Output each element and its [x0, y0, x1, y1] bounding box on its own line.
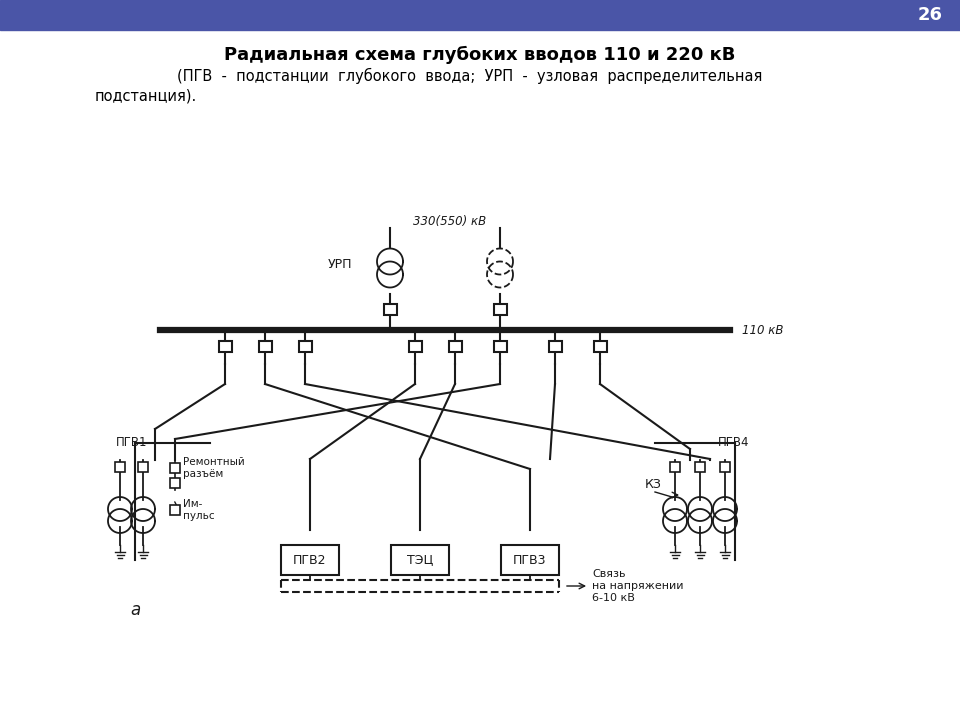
- Bar: [391, 545, 449, 575]
- Bar: [548, 341, 562, 351]
- Text: ПГВ1: ПГВ1: [115, 436, 147, 449]
- Text: 330(550) кВ: 330(550) кВ: [414, 215, 487, 228]
- Text: подстанция).: подстанция).: [95, 89, 197, 104]
- Text: (ПГВ  -  подстанции  глубокого  ввода;  УРП  -  узловая  распределительная: (ПГВ - подстанции глубокого ввода; УРП -…: [178, 68, 762, 84]
- Bar: [0, 0, 960, 30]
- Text: УРП: УРП: [327, 258, 352, 271]
- Bar: [115, 462, 125, 472]
- Bar: [448, 341, 462, 351]
- Bar: [695, 462, 705, 472]
- Text: ПГВ2: ПГВ2: [293, 554, 326, 567]
- Bar: [170, 463, 180, 473]
- Bar: [501, 545, 559, 575]
- Text: Им-
пульс: Им- пульс: [183, 499, 215, 521]
- Text: ПГВ4: ПГВ4: [718, 436, 750, 449]
- Text: Радиальная схема глубоких вводов 110 и 220 кВ: Радиальная схема глубоких вводов 110 и 2…: [225, 46, 735, 64]
- Bar: [281, 545, 339, 575]
- Bar: [383, 304, 396, 315]
- Bar: [138, 462, 148, 472]
- Bar: [720, 462, 730, 472]
- Text: Ремонтный
разъём: Ремонтный разъём: [183, 457, 245, 479]
- Text: а: а: [130, 601, 140, 619]
- Text: 26: 26: [918, 6, 943, 24]
- Bar: [219, 341, 231, 351]
- Text: КЗ: КЗ: [645, 479, 661, 492]
- Bar: [170, 505, 180, 515]
- Bar: [299, 341, 311, 351]
- Bar: [493, 341, 507, 351]
- Bar: [258, 341, 272, 351]
- Bar: [493, 304, 507, 315]
- Text: ТЭЦ: ТЭЦ: [407, 554, 433, 567]
- Text: Связь
на напряжении
6-10 кВ: Связь на напряжении 6-10 кВ: [592, 570, 684, 603]
- Text: ПГВ3: ПГВ3: [514, 554, 547, 567]
- Text: 110 кВ: 110 кВ: [742, 323, 783, 336]
- Bar: [670, 462, 680, 472]
- Bar: [170, 478, 180, 488]
- Bar: [409, 341, 421, 351]
- Bar: [593, 341, 607, 351]
